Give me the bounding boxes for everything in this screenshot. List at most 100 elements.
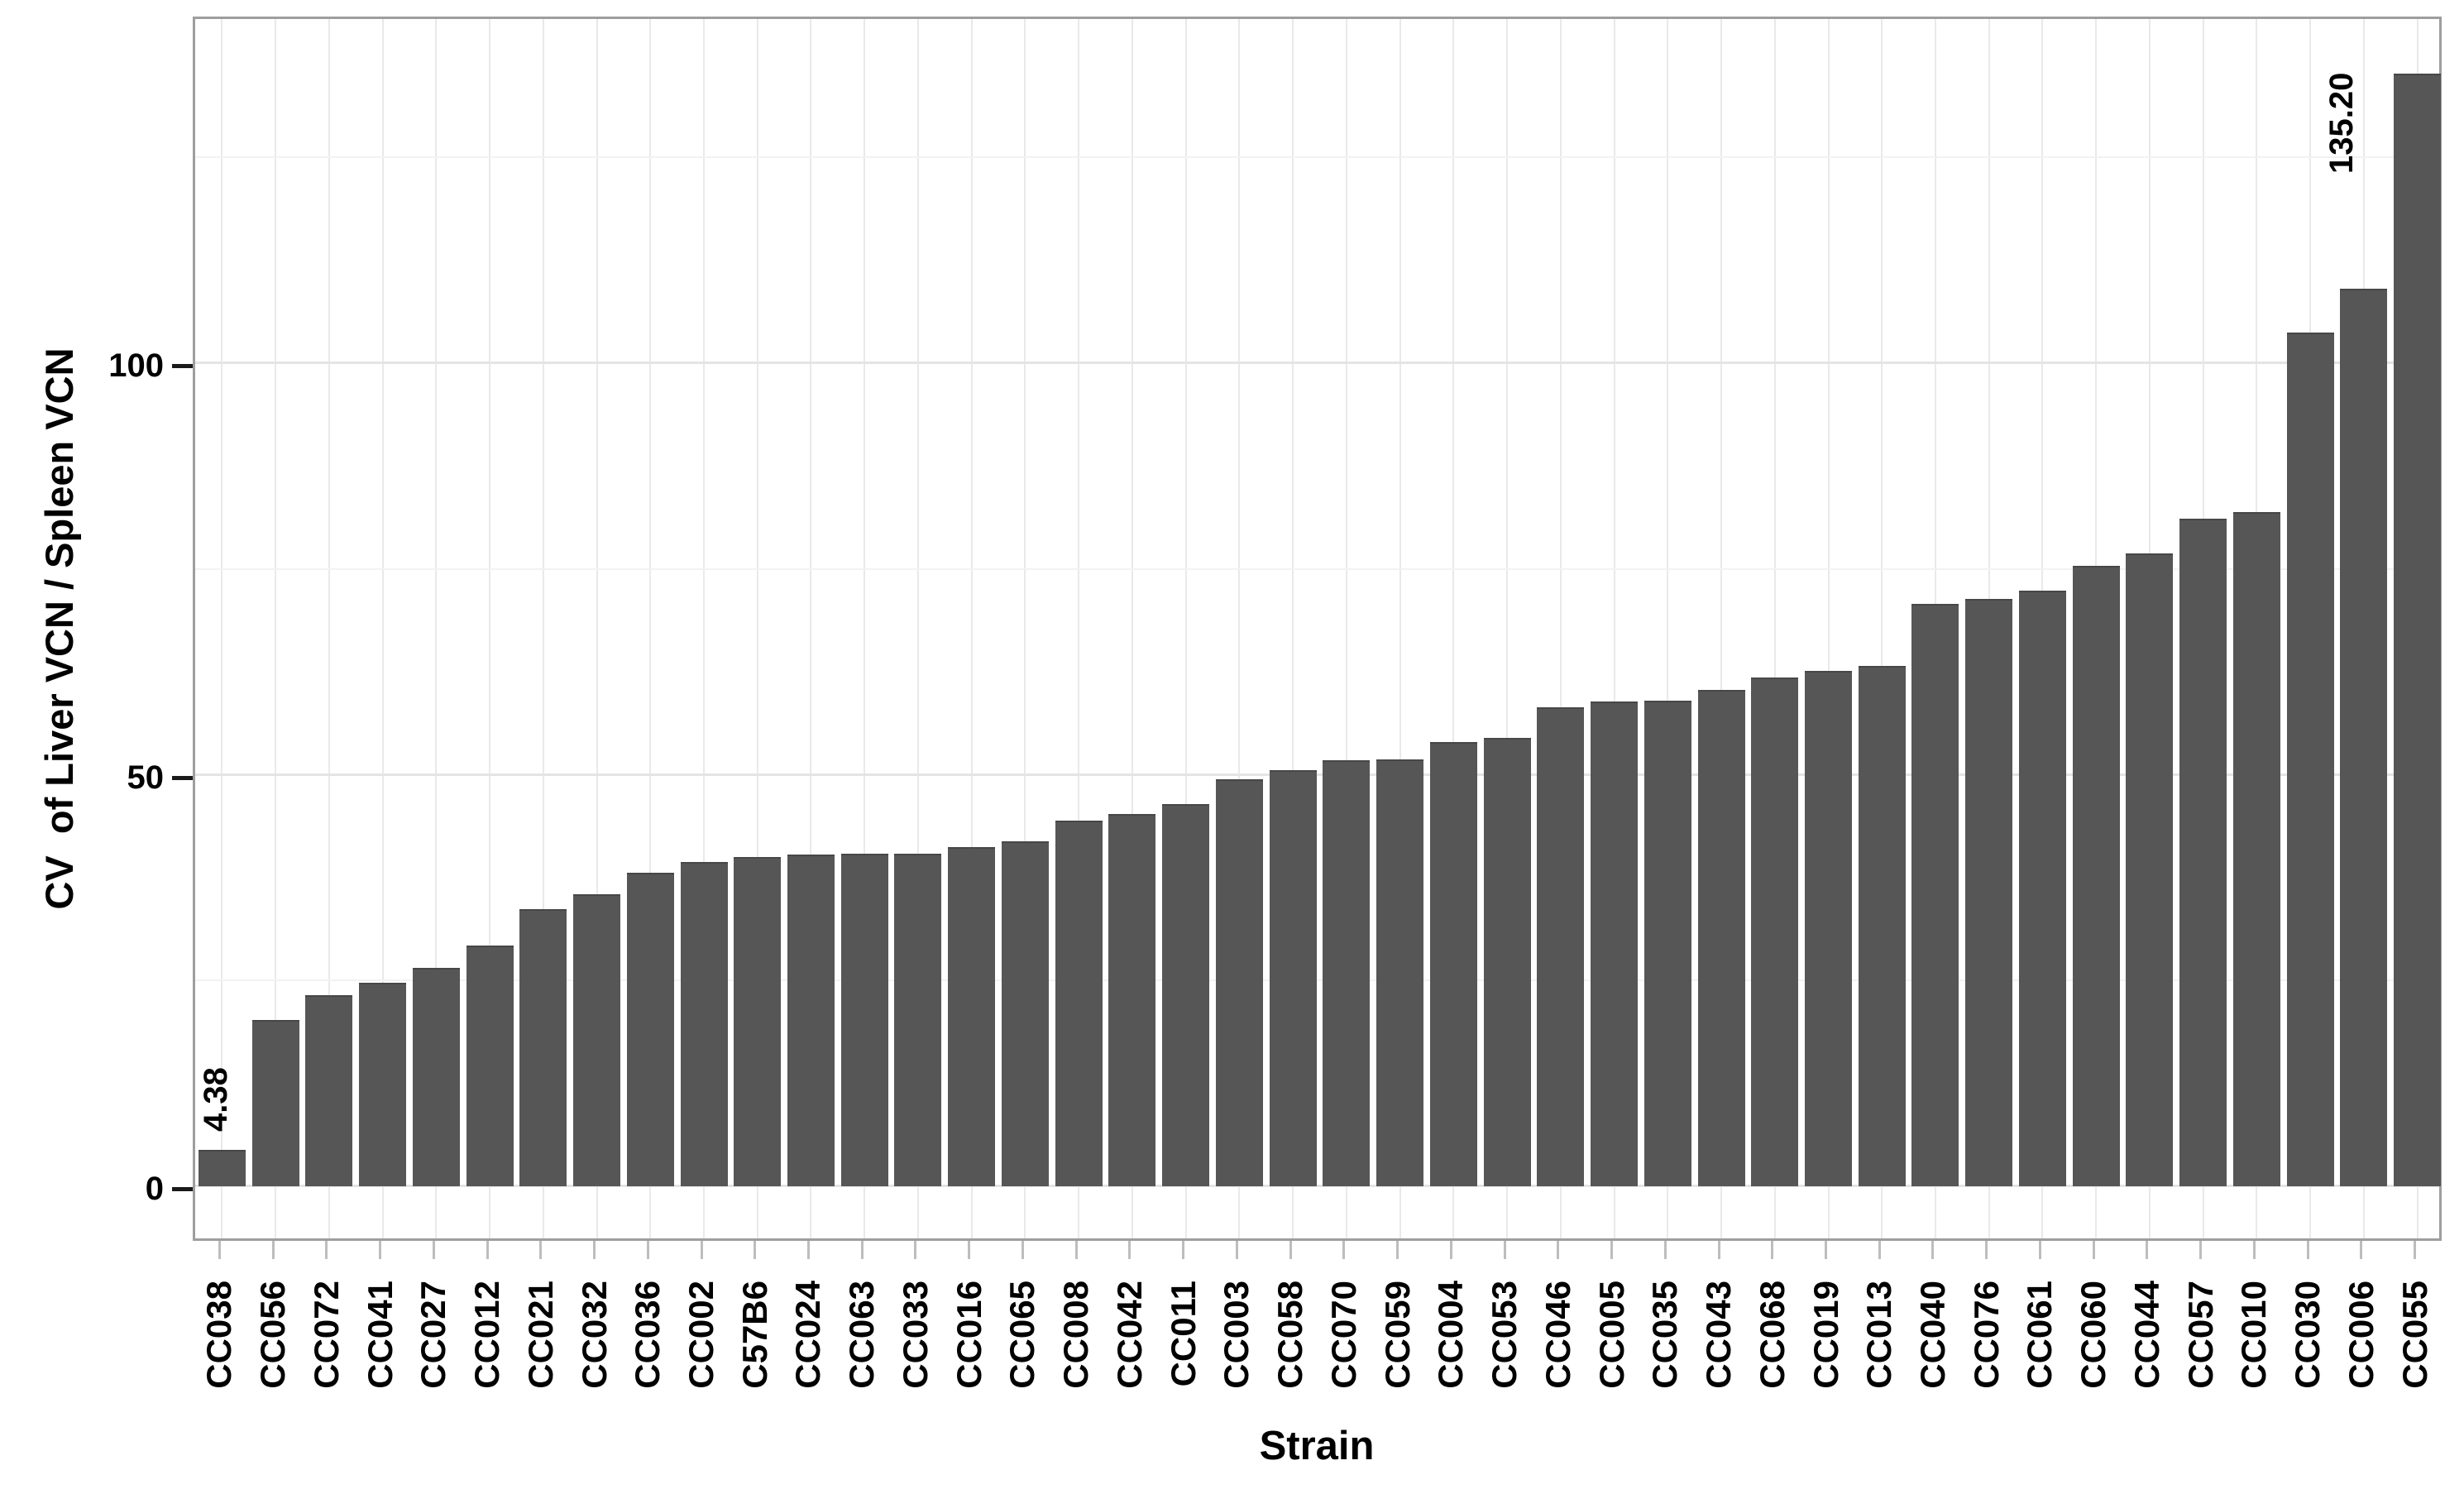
x-tick-label-CC060: CC060 [2074,1281,2113,1389]
bar-CC057 [2179,519,2227,1186]
x-tick-mark [271,1241,275,1259]
vertical-gridline [596,19,598,1238]
x-tick-label-CC036: CC036 [628,1281,667,1389]
y-tick-mark [172,1187,193,1191]
bar-CC005 [1591,701,1639,1186]
x-tick-mark [806,1241,810,1259]
vertical-gridline [1024,19,1026,1238]
vertical-gridline [1613,19,1615,1238]
x-tick-label-CC027: CC027 [414,1281,453,1389]
bar-CC063 [840,854,888,1186]
x-tick-mark [2252,1241,2256,1259]
bar-value-label: 135.20 [2323,72,2360,174]
bar-CC058 [1269,769,1317,1186]
x-tick-mark [700,1241,703,1259]
bar-CC041 [359,983,407,1186]
x-tick-label-CC016: CC016 [949,1281,988,1389]
x-tick-label-CC024: CC024 [788,1281,828,1389]
x-tick-mark [1182,1241,1185,1259]
bar-CC061 [2018,590,2066,1186]
x-tick-label-CC032: CC032 [574,1281,614,1389]
vertical-gridline [1238,19,1241,1238]
vertical-gridline [1720,19,1723,1238]
vertical-gridline [1292,19,1294,1238]
bar-CC013 [1858,666,1906,1186]
x-tick-label-CC005: CC005 [1591,1281,1631,1389]
x-tick-mark [379,1241,382,1259]
bar-CC032 [573,893,621,1186]
x-tick-mark [1985,1241,1988,1259]
x-tick-mark [1235,1241,1238,1259]
x-tick-label-CC057: CC057 [2180,1281,2220,1389]
bar-CC004 [1429,741,1477,1186]
vertical-gridline [1452,19,1455,1238]
x-tick-mark [968,1241,971,1259]
x-tick-label-CC063: CC063 [842,1281,882,1389]
vertical-gridline [1881,19,1883,1238]
x-tick-mark [2414,1241,2417,1259]
bar-CC038 [198,1150,246,1186]
bar-CC006 [2340,289,2388,1186]
x-tick-mark [593,1241,596,1259]
x-tick-mark [432,1241,435,1259]
vertical-gridline [1345,19,1347,1238]
bar-CC003 [1215,779,1263,1186]
x-tick-mark [1074,1241,1078,1259]
x-tick-mark [1825,1241,1827,1259]
bar-CC059 [1376,759,1424,1186]
bar-CC030 [2286,333,2334,1186]
vertical-gridline [275,19,277,1238]
x-tick-mark [539,1241,543,1259]
x-tick-label-CC041: CC041 [360,1281,400,1389]
x-axis-title: Strain [1259,1424,1375,1468]
bar-CC043 [1697,690,1745,1186]
bar-CC019 [1805,671,1852,1186]
vertical-gridline [1184,19,1187,1238]
x-tick-label-CC061: CC061 [2020,1281,2060,1389]
x-tick-mark [1771,1241,1774,1259]
x-tick-mark [1610,1241,1614,1259]
x-tick-label-CC038: CC038 [199,1281,239,1389]
x-tick-label-CC040: CC040 [1912,1281,1952,1389]
vertical-gridline [810,19,812,1238]
bar-CC033 [894,854,942,1186]
major-gridline [195,1185,2439,1187]
bar-CC021 [519,908,567,1186]
vertical-gridline [542,19,544,1238]
x-tick-label-CC056: CC056 [253,1281,293,1389]
x-tick-mark [2199,1241,2203,1259]
vertical-gridline [703,19,705,1238]
vertical-gridline [435,19,438,1238]
x-tick-mark [2306,1241,2309,1259]
x-tick-mark [1396,1241,1399,1259]
x-tick-mark [754,1241,757,1259]
x-tick-label-CC002: CC002 [682,1281,720,1389]
bar-CC040 [1911,603,1959,1186]
y-axis-title: CV of Liver VCN / Spleen VCN [37,347,81,910]
x-tick-mark [218,1241,221,1259]
x-tick-label-CC044: CC044 [2127,1281,2166,1389]
bar-CC042 [1108,814,1156,1186]
minor-gridline [195,156,2439,159]
x-tick-label-CC043: CC043 [1699,1281,1739,1389]
x-tick-mark [2092,1241,2095,1259]
x-tick-mark [1878,1241,1881,1259]
bar-CC068 [1751,678,1799,1186]
bar-CC060 [2072,565,2120,1186]
bar-CC076 [1965,598,2013,1186]
major-gridline [195,362,2439,364]
y-tick-mark [172,775,193,780]
x-tick-label-C57B6: C57B6 [734,1281,774,1389]
bar-CC056 [251,1020,299,1186]
vertical-gridline [1506,19,1509,1238]
x-tick-mark [2146,1241,2149,1259]
x-tick-mark [1342,1241,1346,1259]
vertical-gridline [1667,19,1669,1238]
vertical-gridline [221,19,223,1238]
bar-CC044 [2126,553,2174,1186]
vertical-gridline [1399,19,1401,1238]
minor-gridline [195,567,2439,570]
vertical-gridline [328,19,330,1238]
x-tick-mark [486,1241,489,1259]
